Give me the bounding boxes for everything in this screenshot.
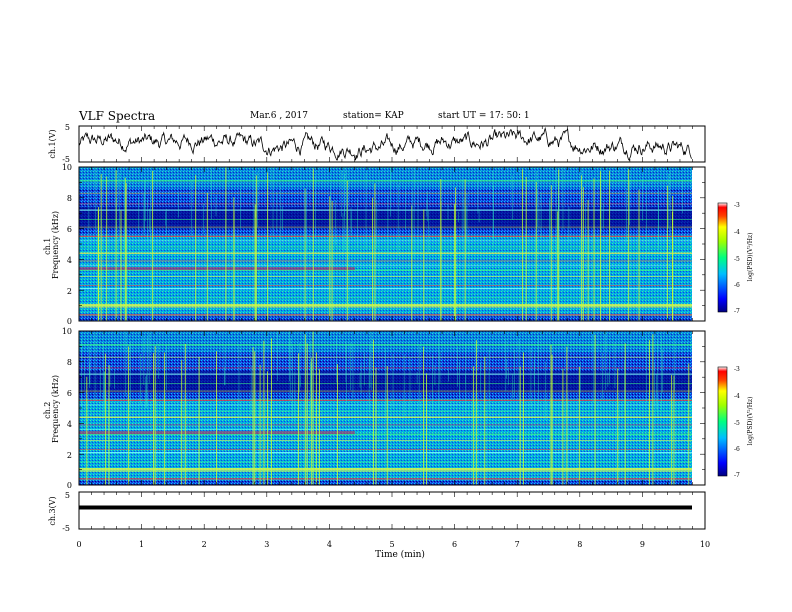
cb2-tick-m5: -5: [734, 420, 740, 427]
ch3-waveform-panel: 5 -5 ch.3(V): [48, 491, 706, 533]
ch2-spectrogram-panel: 0 2 4 6 8 10 ch.2 Frequency (kHz): [43, 327, 706, 490]
cb1-tick-m6: -6: [734, 282, 740, 289]
ch1-waveform-ylabel: ch.1(V): [48, 129, 57, 158]
x-tick-label: 9: [640, 540, 645, 549]
start-ut-label: start UT = 17: 50: 1: [438, 111, 530, 121]
cb1-label: log(PSD)(V²/Hz): [747, 233, 754, 282]
cb2-tick-m7: -7: [734, 472, 740, 479]
x-tick-label: 8: [577, 540, 582, 549]
ch1-ytick-top: 5: [65, 123, 70, 132]
ch1-waveform-panel: 5 -5 ch.1(V): [48, 123, 706, 164]
ch1-ytick-bottom: -5: [62, 155, 70, 164]
x-tick-label: 0: [76, 540, 81, 549]
x-tick-label: 4: [327, 540, 332, 549]
x-axis-label: Time (min): [375, 549, 425, 560]
cb1-tick-m4: -4: [734, 229, 740, 236]
s2-ytick-2: 2: [67, 451, 72, 460]
s1-ytick-2: 2: [67, 287, 72, 296]
ch1-spectrogram-panel: 0 2 4 6 8 10 ch.1 Frequency (kHz): [43, 163, 706, 326]
x-tick-label: 1: [139, 540, 144, 549]
s1-ytick-4: 4: [67, 256, 72, 265]
ch2-colorbar-gradient: [717, 366, 728, 477]
s1-ytick-6: 6: [67, 225, 72, 234]
x-tick-label: 2: [202, 540, 207, 549]
s2-ytick-10: 10: [62, 327, 72, 336]
ch3-ytick-top: 5: [65, 491, 70, 500]
s2-ytick-6: 6: [67, 389, 72, 398]
x-tick-label: 6: [452, 540, 457, 549]
s1-ytick-0: 0: [67, 317, 72, 326]
s2-ylabel: ch.2 Frequency (kHz): [43, 375, 60, 443]
cb2-tick-m4: -4: [734, 393, 740, 400]
spectro-band: [79, 267, 355, 271]
x-tick-label: 7: [515, 540, 520, 549]
station-label: station= KAP: [343, 111, 404, 121]
ch3-waveform-frame: [78, 491, 706, 530]
cb2-tick-m3: -3: [734, 366, 740, 373]
spectro-band: [79, 304, 692, 307]
cb1-tick-m7: -7: [734, 308, 740, 315]
cb1-tick-m5: -5: [734, 256, 740, 263]
time-axis: 0 1 2 3 4 5 6 7 8 9 10: [76, 528, 710, 549]
x-tick-label: 3: [264, 540, 269, 549]
cb2-label: log(PSD)(V²/Hz): [747, 397, 754, 446]
x-tick-label: 5: [389, 540, 394, 549]
s1-ylabel: ch.1 Frequency (kHz): [43, 211, 60, 279]
s1-ytick-8: 8: [67, 194, 72, 203]
chart-title: VLF Spectra: [79, 109, 156, 123]
spectro-band: [79, 167, 692, 189]
ch1-colorbar: -3 -4 -5 -6 -7 log(PSD)(V²/Hz): [717, 202, 754, 315]
s2-ytick-0: 0: [67, 481, 72, 490]
ch1-waveform-line: [78, 126, 692, 162]
date-label: Mar.6 , 2017: [250, 111, 308, 121]
s1-ytick-10: 10: [62, 163, 72, 172]
s2-ytick-4: 4: [67, 420, 72, 429]
ch3-waveform-ylabel: ch.3(V): [48, 496, 57, 525]
spectro-band: [79, 234, 692, 317]
ch1-colorbar-gradient: [717, 202, 728, 313]
cb2-tick-m6: -6: [734, 446, 740, 453]
cb1-tick-m3: -3: [734, 202, 740, 209]
ch2-colorbar: -3 -4 -5 -6 -7 log(PSD)(V²/Hz): [717, 366, 754, 479]
spectro-band: [79, 468, 692, 471]
x-tick-label: 10: [700, 540, 710, 549]
s2-ytick-8: 8: [67, 358, 72, 367]
ch3-ytick-bottom: -5: [62, 524, 70, 533]
